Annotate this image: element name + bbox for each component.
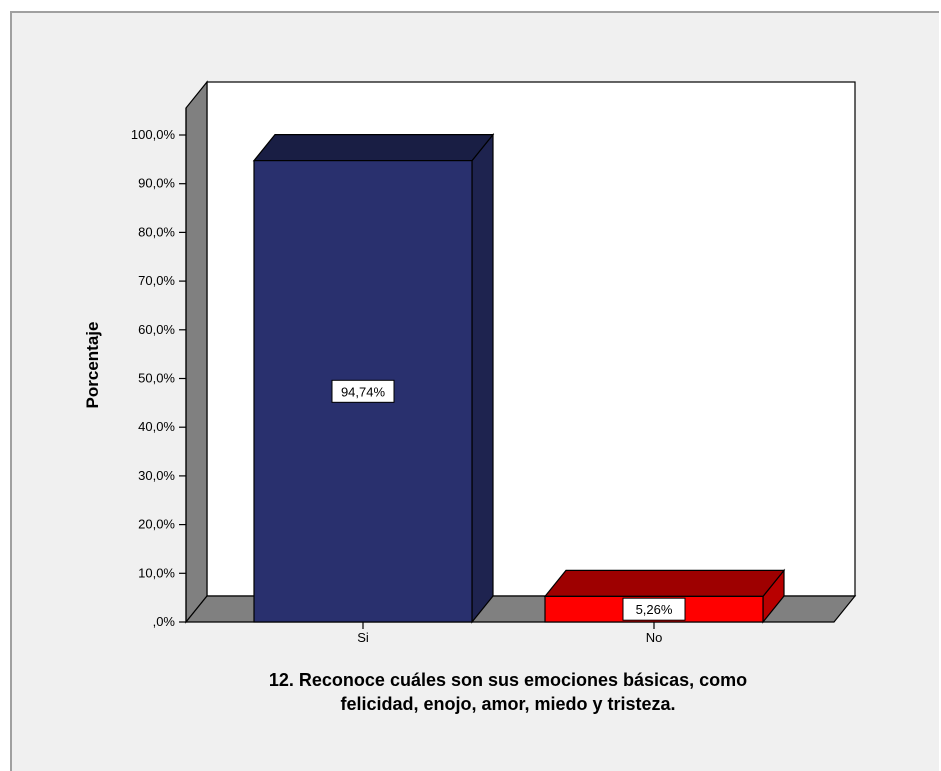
- bar-no-top: [543, 569, 786, 597]
- x-category-label: Si: [357, 630, 369, 645]
- data-label: 94,74%: [341, 384, 386, 399]
- y-tick-label: 10,0%: [138, 565, 175, 580]
- data-label-box: [331, 379, 395, 403]
- y-tick-label: 30,0%: [138, 468, 175, 483]
- y-tick-label: 20,0%: [138, 517, 175, 532]
- y-tick-label: 70,0%: [138, 273, 175, 288]
- plot-side-wall: [185, 80, 208, 624]
- y-tick-label: ,0%: [153, 614, 176, 629]
- x-axis-title-line-2: felicidad, enojo, amor, miedo y tristeza…: [340, 694, 675, 714]
- y-axis-title: Porcentaje: [83, 322, 102, 409]
- bars: 94,74% 5,26%: [252, 132, 786, 624]
- y-tick-label: 80,0%: [138, 224, 175, 239]
- x-category-label: No: [646, 630, 663, 645]
- y-axis-ticks: ,0% 10,0% 20,0% 30,0% 40,0% 50,0% 60,0% 70,0% 80…: [131, 127, 186, 629]
- x-axis-categories: Si No: [357, 622, 662, 645]
- data-label: 5,26%: [636, 602, 673, 617]
- bar-si-side: [471, 132, 494, 624]
- bar-si-top: [252, 134, 495, 162]
- y-tick-label: 40,0%: [138, 419, 175, 434]
- x-axis-title-line-1: 12. Reconoce cuáles son sus emociones bá…: [269, 670, 747, 690]
- data-label-box: [622, 597, 686, 621]
- y-tick-label: 50,0%: [138, 371, 175, 386]
- y-tick-label: 60,0%: [138, 322, 175, 337]
- y-tick-label: 100,0%: [131, 127, 176, 142]
- y-tick-label: 90,0%: [138, 176, 175, 191]
